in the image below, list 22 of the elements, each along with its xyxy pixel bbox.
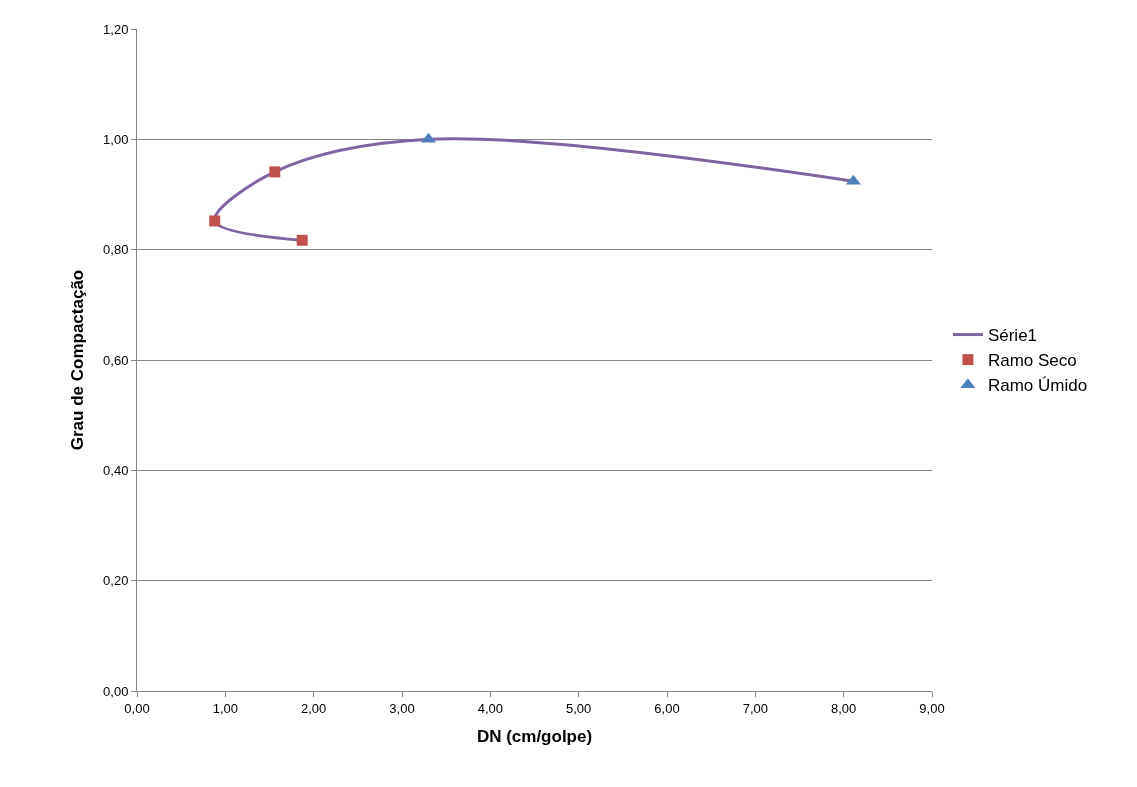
x-tick-label: 2,00	[301, 700, 327, 716]
x-tick-label: 4,00	[477, 700, 503, 716]
x-tick-label: 0,00	[124, 700, 150, 716]
x-tick-label: 1,00	[212, 700, 238, 716]
x-axis-title: DN (cm/golpe)	[476, 727, 593, 746]
x-tick-label: 6,00	[654, 700, 680, 716]
y-tick-label: 1,20	[103, 21, 129, 37]
y-tick-label: 0,00	[103, 683, 129, 699]
legend-label: Ramo Seco	[987, 351, 1077, 371]
y-axis-title: Grau de Compactação	[67, 269, 87, 451]
x-tick-label: 8,00	[831, 700, 857, 716]
x-tick-label: 7,00	[742, 700, 768, 716]
x-tick-label: 5,00	[566, 700, 592, 716]
y-tick-label: 0,60	[103, 352, 129, 368]
y-tick-label: 0,80	[103, 242, 129, 258]
y-tick-label: 0,20	[103, 573, 129, 589]
x-tick-label: 9,00	[919, 700, 945, 716]
y-tick-label: 1,00	[103, 131, 129, 147]
legend-label: Série1	[987, 326, 1038, 346]
x-tick-label: 3,00	[389, 700, 415, 716]
legend-label: Ramo Úmido	[987, 376, 1088, 396]
y-tick-label: 0,40	[103, 462, 129, 478]
